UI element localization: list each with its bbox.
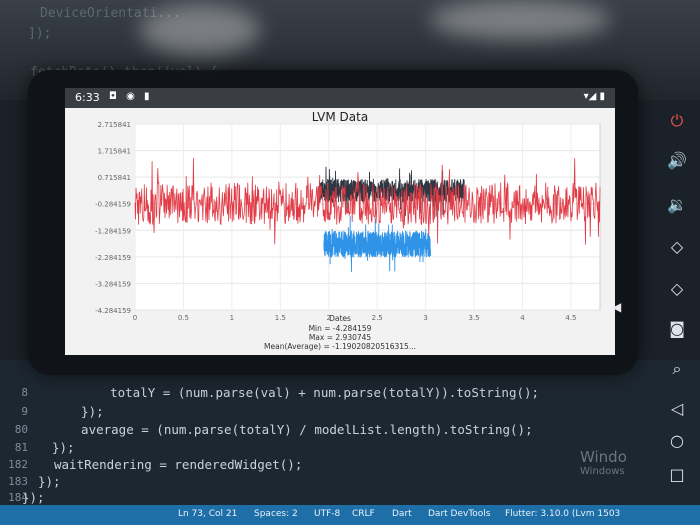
y-tick-label: 2.715841	[98, 121, 131, 129]
line-number: 182	[8, 458, 28, 471]
series-line	[323, 215, 431, 272]
series-line	[134, 157, 601, 245]
code-line: });	[66, 404, 104, 419]
x-tick-label: 4	[520, 314, 525, 322]
zoom-icon[interactable]: ⌕	[672, 359, 682, 378]
volume-up-icon[interactable]: 🔊	[667, 151, 687, 170]
code-line-ghost: ]);	[28, 26, 52, 41]
app-screen[interactable]: 6:33 ◘ ◉ ▮ ▾◢ ▮ LVM Data 2.715841 1.71584…	[65, 88, 615, 355]
code-line: });	[22, 490, 45, 505]
line-number: 184	[8, 491, 28, 504]
windows-watermark-sub: Windows	[580, 466, 625, 477]
x-tick-label: 2.5	[372, 314, 383, 322]
volume-down-icon[interactable]: 🔉	[667, 195, 687, 214]
notification-icons: ◘ ◉ ▮	[109, 91, 153, 102]
x-tick-label: 1	[230, 314, 234, 322]
line-number: 183	[8, 475, 28, 488]
y-tick-label: -0.284159	[95, 201, 131, 209]
line-ending[interactable]: CRLF	[352, 509, 375, 519]
nav-home-icon[interactable]: ○	[670, 431, 684, 450]
y-tick-label: -2.284159	[95, 254, 131, 262]
nav-overview-icon[interactable]: □	[669, 465, 685, 484]
max-stat: Max = 2.930745	[308, 333, 372, 342]
chart-title: LVM Data	[311, 110, 369, 124]
code-line: totalY = (num.parse(val) + num.parse(tot…	[80, 385, 540, 400]
code-line: });	[52, 440, 75, 455]
flutter-device[interactable]: Flutter: 3.10.0 (Lvm 1503	[505, 509, 621, 519]
x-axis-label: Dates	[329, 314, 351, 323]
camera-icon[interactable]: ◙	[669, 319, 685, 338]
code-line: waitRendering = renderedWidget();	[54, 457, 303, 472]
android-status-bar: 6:33 ◘ ◉ ▮ ▾◢ ▮	[65, 88, 615, 108]
line-number: 8	[21, 386, 28, 399]
status-time: 6:33	[75, 91, 100, 104]
x-tick-label: 4.5	[565, 314, 576, 322]
back-icon[interactable]: ◀	[612, 300, 622, 314]
rotate-left-icon[interactable]: ◇	[670, 237, 684, 256]
line-number: 81	[14, 441, 28, 454]
devtools-button[interactable]: Dart DevTools	[428, 509, 491, 519]
x-tick-label: 3.5	[468, 314, 479, 322]
x-tick-label: 1.5	[275, 314, 286, 322]
line-number: 9	[21, 405, 28, 418]
mean-stat: Mean(Average) = -1.19020820516315...	[264, 342, 416, 351]
cursor-position[interactable]: Ln 73, Col 21	[178, 509, 238, 519]
code-line: });	[38, 474, 61, 489]
y-tick-label: 0.715841	[98, 174, 131, 182]
x-tick-label: 3	[423, 314, 427, 322]
y-tick-label: 1.715841	[98, 148, 131, 156]
y-tick-label: -3.284159	[95, 280, 131, 288]
signal-battery-icon: ▾◢ ▮	[583, 91, 605, 102]
code-line: average = (num.parse(totalY) / modelList…	[66, 422, 533, 437]
indentation[interactable]: Spaces: 2	[254, 509, 298, 519]
y-tick-label: -1.284159	[95, 227, 131, 235]
x-tick-label: 0.5	[178, 314, 189, 322]
code-editor[interactable]	[0, 360, 700, 510]
min-stat: Min = -4.284159	[308, 324, 372, 333]
rotate-right-icon[interactable]: ◇	[670, 279, 684, 298]
x-tick-label: 0	[133, 314, 137, 322]
line-chart[interactable]: 2.715841 1.715841 0.715841 -0.284159 -1.2841…	[65, 88, 615, 355]
encoding[interactable]: UTF-8	[314, 509, 341, 519]
code-line-ghost: DeviceOrientati...	[40, 6, 181, 21]
nav-back-icon[interactable]: ◁	[670, 399, 684, 418]
y-tick-label: -4.284159	[95, 307, 131, 315]
line-number: 80	[14, 423, 28, 436]
power-icon[interactable]: ⏻	[670, 111, 684, 130]
language-mode[interactable]: Dart	[392, 509, 412, 519]
vscode-status-bar: Ln 73, Col 21 Spaces: 2 UTF-8 CRLF Dart …	[0, 505, 700, 525]
x-tick-label: 2	[327, 314, 331, 322]
windows-watermark: Windo	[580, 448, 627, 466]
